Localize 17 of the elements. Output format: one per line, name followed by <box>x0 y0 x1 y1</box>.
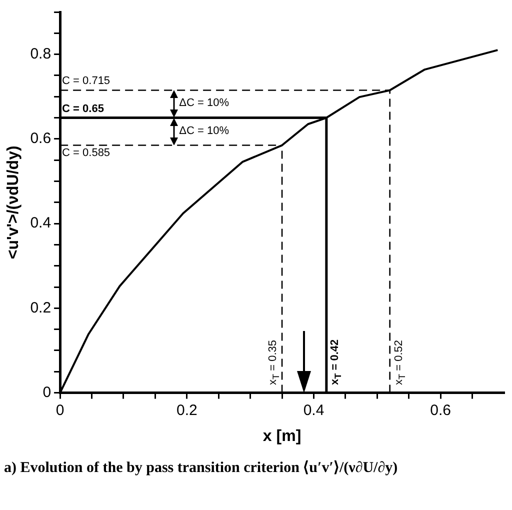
annotation: ΔC = 10% <box>179 124 229 137</box>
y-tick-label: 0 <box>42 384 52 401</box>
y-tick-label: 0.4 <box>30 214 52 232</box>
x-axis-title: x [m] <box>262 428 302 445</box>
x-tick-label: 0.2 <box>176 402 198 419</box>
x-tick-label: 0.4 <box>303 402 324 419</box>
ref-line-label: C = 0.65 <box>62 102 104 115</box>
ref-line-label: C = 0.715 <box>62 75 110 88</box>
text: a) Evolution of the by pass transition criterion ⟨u′v′⟩/(ν∂U/∂y) <box>4 459 399 477</box>
y-tick-label: 0.6 <box>30 130 52 148</box>
annotation: ΔC = 10% <box>179 97 229 110</box>
ref-line-label: C = 0.585 <box>62 147 110 160</box>
y-tick-label: 0.2 <box>30 299 52 316</box>
y-axis-title: <u'v'>/(νdU/dy) <box>5 146 22 260</box>
x-tick-label: 0 <box>56 402 64 419</box>
x-tick-label: 0.6 <box>430 402 452 419</box>
y-tick-label: 0.8 <box>30 45 52 62</box>
